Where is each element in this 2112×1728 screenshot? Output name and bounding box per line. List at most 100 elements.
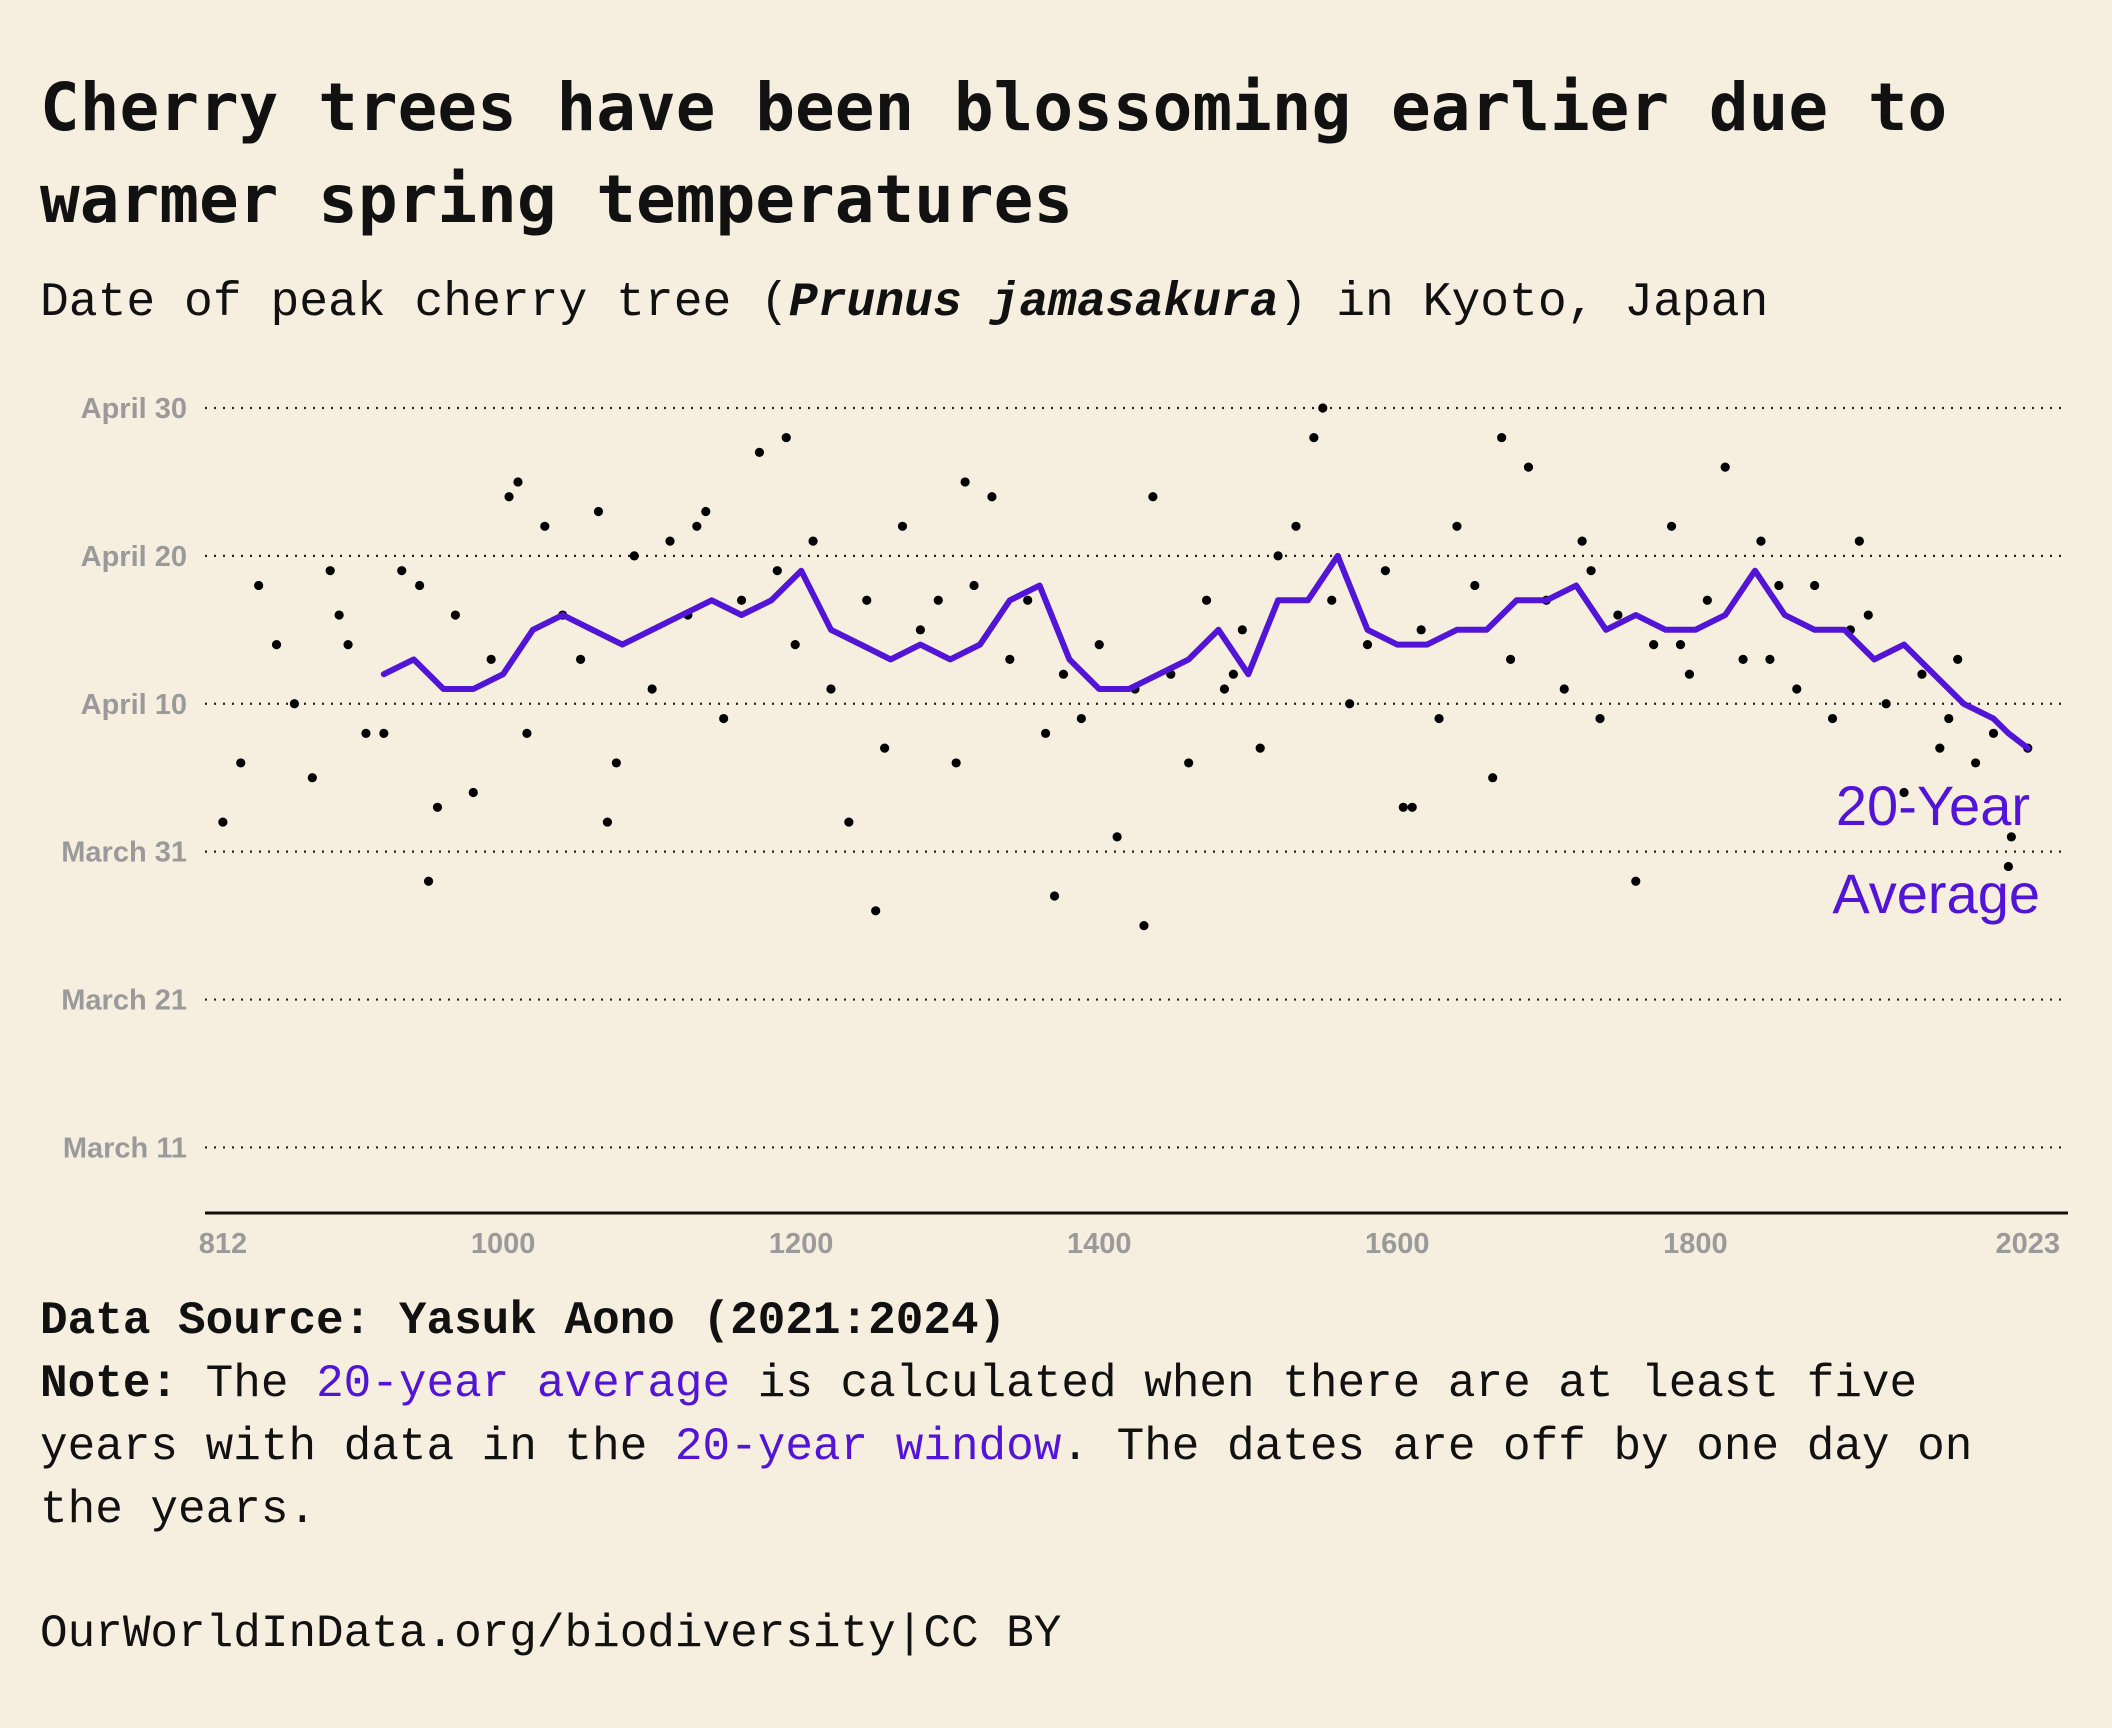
data-point xyxy=(915,625,925,635)
data-point xyxy=(629,551,639,561)
data-point xyxy=(736,595,747,605)
data-point xyxy=(1237,625,1247,635)
data-point xyxy=(1416,625,1426,635)
chart-title: Cherry trees have been blossoming earlie… xyxy=(40,69,1948,238)
average-label-line1: 20-Year xyxy=(1836,774,2030,837)
data-points xyxy=(218,403,2033,931)
data-point xyxy=(423,876,434,886)
data-point xyxy=(1148,492,1158,502)
data-point xyxy=(808,536,818,546)
data-point xyxy=(450,610,460,620)
data-source: Data Source: Yasuk Aono (2021:2024) xyxy=(40,1295,1007,1347)
data-point xyxy=(1452,521,1462,531)
data-point xyxy=(826,684,836,694)
x-tick-label: 1000 xyxy=(471,1228,536,1260)
note-highlight-average: 20-year average xyxy=(316,1358,731,1410)
data-point xyxy=(1649,640,1659,650)
data-point xyxy=(379,728,389,738)
data-point xyxy=(1049,891,1060,901)
data-point xyxy=(1291,521,1301,531)
y-tick-label: March 11 xyxy=(63,1132,187,1164)
data-point xyxy=(254,580,264,591)
credit-link[interactable]: OurWorldInData.org/biodiversity|CC BY xyxy=(40,1608,1062,1660)
data-point xyxy=(1577,536,1587,546)
data-point xyxy=(1792,684,1802,694)
data-point xyxy=(1675,640,1686,650)
data-point xyxy=(1970,758,1981,768)
data-point xyxy=(1023,595,1033,605)
data-point xyxy=(1434,713,1444,724)
data-point xyxy=(1827,713,1838,724)
x-tick-label: 1800 xyxy=(1663,1228,1728,1260)
data-point xyxy=(1327,595,1337,605)
data-point xyxy=(1586,566,1596,576)
data-point xyxy=(540,521,550,531)
data-point xyxy=(1362,640,1373,650)
data-point xyxy=(897,521,908,531)
data-point xyxy=(1201,595,1212,605)
data-point xyxy=(1488,773,1498,783)
x-tick-label: 1200 xyxy=(769,1228,834,1260)
data-point xyxy=(593,506,604,517)
data-point xyxy=(513,477,523,487)
data-point xyxy=(602,817,613,827)
y-tick-label: April 10 xyxy=(81,689,187,721)
chart-subtitle: Date of peak cherry tree (Prunus jamasak… xyxy=(40,276,1768,330)
data-point xyxy=(862,595,872,605)
data-point xyxy=(1738,654,1748,665)
data-point xyxy=(871,906,881,916)
y-tick-label: April 30 xyxy=(81,393,187,425)
data-point xyxy=(665,536,675,546)
y-tick-label: April 20 xyxy=(81,541,187,573)
data-point xyxy=(701,506,711,517)
data-point xyxy=(325,566,335,576)
data-point xyxy=(1863,610,1873,620)
data-point xyxy=(1345,699,1355,709)
data-point xyxy=(969,580,979,591)
data-point xyxy=(1810,580,1820,591)
data-point xyxy=(1040,728,1051,738)
data-point xyxy=(611,758,621,768)
data-point xyxy=(1774,580,1784,591)
x-tick-label: 812 xyxy=(199,1228,247,1260)
data-point xyxy=(236,758,246,768)
data-point xyxy=(1076,713,1086,724)
note-text-c: . The dates are off by one day on the ye… xyxy=(40,1421,1973,1536)
data-point xyxy=(432,802,443,812)
data-point xyxy=(522,728,532,738)
data-point xyxy=(1058,669,1069,679)
data-point xyxy=(1666,521,1677,531)
data-point xyxy=(790,640,800,650)
data-point xyxy=(880,743,890,753)
x-tick-label: 1400 xyxy=(1067,1228,1132,1260)
data-point xyxy=(1219,684,1230,694)
data-point xyxy=(933,595,943,605)
data-point xyxy=(2003,861,2013,872)
data-point xyxy=(271,640,282,650)
data-point xyxy=(1398,802,1408,812)
note-text-b: is calculated when there are at least fi… xyxy=(40,1358,1918,1473)
data-point xyxy=(1112,832,1122,842)
data-point xyxy=(1756,536,1766,546)
data-point xyxy=(1255,743,1265,753)
data-point xyxy=(289,699,300,709)
data-point xyxy=(1380,566,1390,576)
data-point xyxy=(1613,610,1623,620)
data-point xyxy=(1720,462,1730,472)
data-point xyxy=(343,640,353,650)
footer-notes: Data Source: Yasuk Aono (2021:2024) Note… xyxy=(40,1290,2080,1542)
data-point xyxy=(1523,462,1534,472)
data-point xyxy=(334,610,344,620)
subtitle-text: Date of peak cherry tree ( xyxy=(40,276,789,330)
data-point xyxy=(1702,595,1712,605)
data-point xyxy=(397,566,407,576)
data-point xyxy=(1184,758,1194,768)
data-point xyxy=(1935,743,1945,753)
data-point xyxy=(1497,432,1507,443)
data-point xyxy=(781,432,791,443)
data-point xyxy=(486,654,496,665)
data-point xyxy=(754,447,765,457)
average-line xyxy=(380,552,2031,752)
data-point xyxy=(1917,669,1927,679)
data-point xyxy=(1309,432,1319,443)
